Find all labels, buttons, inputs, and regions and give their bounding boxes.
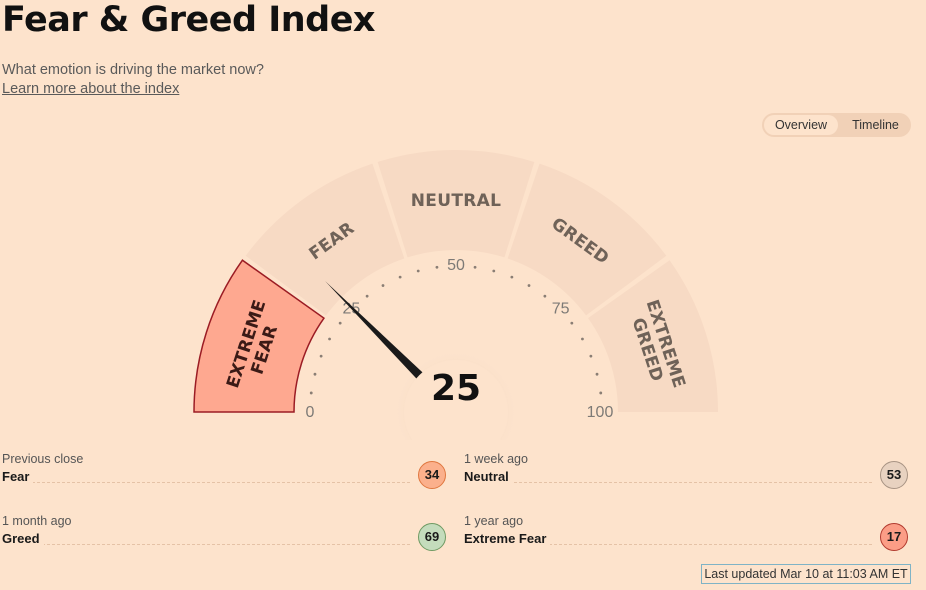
history-stat: Previous close Fear 34 xyxy=(2,452,446,500)
stat-leader-line xyxy=(2,544,410,545)
stat-leader-line xyxy=(464,544,872,545)
learn-more-link[interactable]: Learn more about the index xyxy=(2,81,180,97)
history-stat: 1 week ago Neutral 53 xyxy=(464,452,908,500)
gauge-tick-dot xyxy=(319,354,323,358)
last-updated: Last updated Mar 10 at 11:03 AM ET xyxy=(701,564,911,584)
gauge-scale-label: 0 xyxy=(306,404,315,421)
gauge-segment-4 xyxy=(588,260,718,412)
gauge-tick-dot xyxy=(398,275,402,279)
gauge-tick-dot xyxy=(543,294,547,298)
gauge-segment-label: NEUTRAL xyxy=(411,191,501,211)
gauge-tick-dot xyxy=(527,284,531,287)
page-subtitle: What emotion is driving the market now? xyxy=(2,62,264,78)
gauge-scale-label: 100 xyxy=(587,404,614,421)
gauge-segment-1 xyxy=(245,163,405,316)
fear-greed-gauge: EXTREMEFEARFEARNEUTRALGREEDEXTREMEGREED … xyxy=(193,150,718,440)
view-toggle: Overview Timeline xyxy=(762,113,911,137)
stat-period: 1 month ago xyxy=(2,514,72,528)
history-stat: 1 month ago Greed 69 xyxy=(2,514,446,562)
stat-rating: Greed xyxy=(2,531,44,546)
stat-rating: Neutral xyxy=(464,469,513,484)
stat-rating: Fear xyxy=(2,469,34,484)
gauge-center xyxy=(404,360,508,440)
gauge-tick-dot xyxy=(581,337,584,341)
gauge-score: 25 xyxy=(431,368,481,409)
gauge-tick-dot xyxy=(338,321,342,325)
gauge-segment-0 xyxy=(193,259,325,413)
gauge-tick-dot xyxy=(381,284,385,287)
stat-value-badge: 69 xyxy=(418,523,446,551)
gauge-tick-dot xyxy=(595,372,599,376)
gauge-segment-3 xyxy=(507,163,667,316)
stat-value-badge: 53 xyxy=(880,461,908,489)
gauge-tick-dot xyxy=(416,269,420,273)
gauge-tick-dot xyxy=(510,275,514,279)
gauge-tick-dot xyxy=(570,321,574,325)
gauge-tick-dot xyxy=(313,372,317,376)
gauge-tick-dot xyxy=(309,391,313,395)
stat-period: Previous close xyxy=(2,452,84,466)
gauge-tick-dot xyxy=(473,265,477,269)
stat-leader-line xyxy=(2,482,410,483)
gauge-segment-2 xyxy=(377,150,535,258)
gauge-tick-dot xyxy=(365,294,369,298)
history-stat: 1 year ago Extreme Fear 17 xyxy=(464,514,908,562)
toggle-timeline[interactable]: Timeline xyxy=(852,118,899,132)
stat-rating: Extreme Fear xyxy=(464,531,551,546)
gauge-tick-dot xyxy=(328,337,331,341)
stat-leader-line xyxy=(464,482,872,483)
gauge-scale-label: 75 xyxy=(552,300,570,317)
gauge-tick-dot xyxy=(589,354,593,358)
stat-value-badge: 34 xyxy=(418,461,446,489)
stat-period: 1 week ago xyxy=(464,452,528,466)
gauge-tick-dot xyxy=(435,265,439,269)
stat-value-badge: 17 xyxy=(880,523,908,551)
gauge-scale-label: 50 xyxy=(447,257,465,274)
page-title: Fear & Greed Index xyxy=(2,0,376,40)
stat-period: 1 year ago xyxy=(464,514,524,528)
gauge-tick-dot xyxy=(492,269,496,273)
gauge-tick-dot xyxy=(599,391,603,395)
toggle-overview[interactable]: Overview xyxy=(764,115,838,135)
